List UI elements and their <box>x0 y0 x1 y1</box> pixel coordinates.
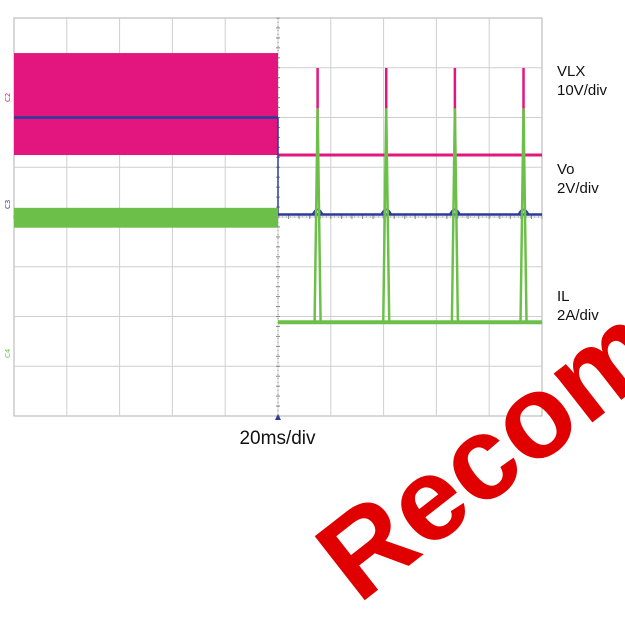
il-spike <box>313 108 322 323</box>
trace-layer <box>14 53 542 325</box>
il-label: IL 2A/div <box>557 287 599 325</box>
il-channel-marker: C4 <box>4 348 12 358</box>
vlx-channel-marker: C2 <box>4 93 12 102</box>
il-label-scale: 2A/div <box>557 307 599 324</box>
oscilloscope-plot: C2 C3 C4 <box>4 17 543 420</box>
vo-label: Vo 2V/div <box>557 160 599 198</box>
vlx-label: VLX 10V/div <box>557 62 607 100</box>
vo-label-name: Vo <box>557 161 575 178</box>
vo-ripple <box>517 208 530 215</box>
channel-markers: C2 C3 C4 <box>4 93 281 420</box>
time-scale-label: 20ms/div <box>239 428 316 449</box>
vo-label-scale: 2V/div <box>557 180 599 197</box>
vo-channel-marker: C3 <box>4 200 12 209</box>
il-spike <box>450 108 460 323</box>
il-label-name: IL <box>557 288 570 305</box>
il-spike <box>519 108 528 323</box>
il-switching-band <box>14 207 278 228</box>
vo-ripple <box>380 208 393 215</box>
vlx-label-scale: 10V/div <box>557 82 608 99</box>
trigger-marker <box>275 414 281 420</box>
il-spike <box>381 108 391 323</box>
vo-ripple <box>311 208 324 215</box>
vlx-label-name: VLX <box>557 63 586 80</box>
vlx-switching-band <box>14 53 278 156</box>
vo-ripple <box>448 208 461 215</box>
